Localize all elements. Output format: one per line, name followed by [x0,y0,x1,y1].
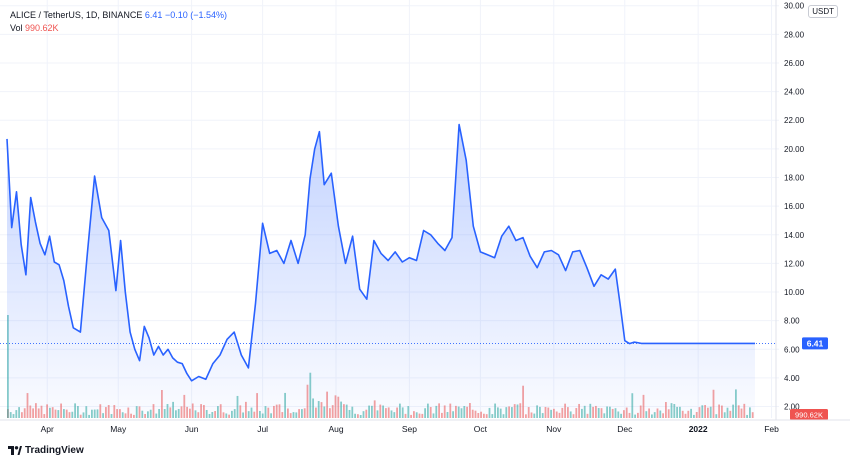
y-tick-label: 22.00 [784,116,805,125]
y-tick-label: 14.00 [784,231,805,240]
tradingview-icon [8,446,22,455]
price-badge-bg [802,337,828,350]
y-tick-label: 30.00 [784,2,805,11]
x-tick-label: Aug [328,424,343,434]
y-tick-label: 28.00 [784,30,805,39]
volume-badge-label: 990.62K [795,411,823,420]
y-tick-label: 18.00 [784,174,805,183]
price-area [7,124,755,418]
volume-badge-bg [790,409,828,420]
y-tick-label: 26.00 [784,59,805,68]
y-tick-label: 6.00 [784,345,800,354]
volume-label: Vol [10,23,23,33]
y-tick-label: 20.00 [784,145,805,154]
brand-label: TradingView [25,445,84,456]
y-tick-label: 4.00 [784,374,800,383]
tradingview-logo[interactable]: TradingView [8,445,84,456]
symbol-label: ALICE / TetherUS, 1D, BINANCE [10,10,143,20]
y-tick-label: 16.00 [784,202,805,211]
last-price: 6.41 [144,10,163,20]
x-tick-label: Jul [257,424,268,434]
price-line [6,123,755,382]
y-tick-label: 2.00 [784,403,800,412]
x-tick-label: Nov [546,424,562,434]
y-tick-label: 12.00 [784,259,805,268]
y-tick-label: 24.00 [784,88,805,97]
volume-value: 990.62K [25,23,59,33]
x-tick-label: Sep [402,424,417,434]
x-tick-label: Apr [41,424,54,434]
y-tick-label: 8.00 [784,317,800,326]
price-badge-label: 6.41 [807,338,824,348]
y-tick-label: 10.00 [784,288,805,297]
currency-selector[interactable]: USDT [808,5,838,18]
x-tick-label: Jun [185,424,199,434]
x-tick-label: Feb [764,424,779,434]
x-tick-label: Dec [617,424,633,434]
x-tick-label: Oct [474,424,488,434]
price-change: −0.10 (−1.54%) [164,10,227,20]
x-tick-label: May [110,424,127,434]
x-tick-label: 2022 [689,424,708,434]
chart-legend: ALICE / TetherUS, 1D, BINANCE 6.41 −0.10… [10,9,227,35]
